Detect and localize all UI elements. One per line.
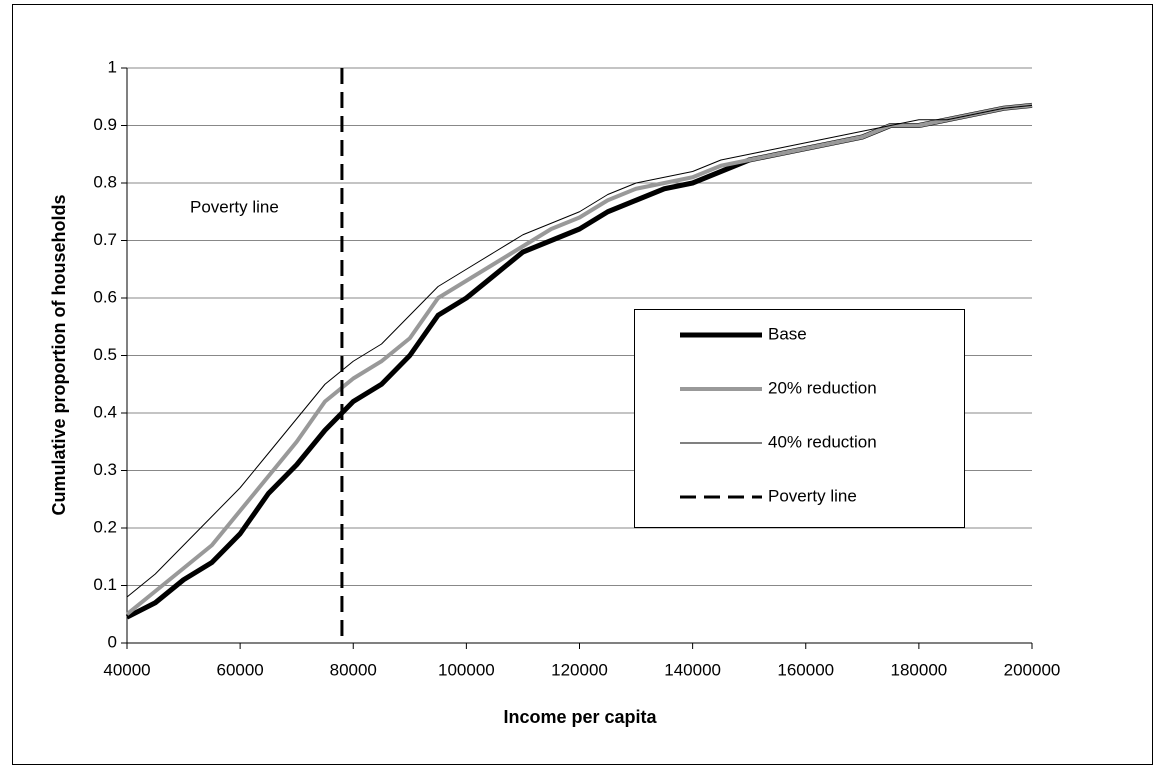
outer-frame: [12, 4, 1153, 765]
x-tick-label: 140000: [664, 660, 721, 679]
series-line: [126, 104, 1033, 598]
legend-label: 20% reduction: [768, 378, 877, 397]
x-tick-label: 60000: [216, 660, 263, 679]
y-tick-label: 0.4: [93, 402, 117, 421]
y-tick-label: 0.3: [93, 460, 117, 479]
x-tick-label: 160000: [777, 660, 834, 679]
x-tick-label: 200000: [1004, 660, 1061, 679]
x-tick-label: 180000: [891, 660, 948, 679]
y-tick-label: 0.2: [93, 517, 117, 536]
series-line: [125, 103, 1033, 616]
y-tick-label: 0.8: [93, 172, 117, 191]
x-tick-label: 40000: [103, 660, 150, 679]
legend-box: [634, 309, 965, 528]
annotation: Poverty line: [190, 197, 279, 216]
legend-label: Poverty line: [768, 486, 857, 505]
y-tick-label: 1: [108, 57, 117, 76]
legend-label: 40% reduction: [768, 432, 877, 451]
y-tick-label: 0.5: [93, 345, 117, 364]
x-axis-label: Income per capita: [503, 707, 657, 727]
y-tick-label: 0.9: [93, 115, 117, 134]
y-tick-label: 0.1: [93, 575, 117, 594]
y-tick-label: 0.6: [93, 287, 117, 306]
x-tick-label: 80000: [330, 660, 377, 679]
x-tick-label: 100000: [438, 660, 495, 679]
y-tick-label: 0: [108, 632, 117, 651]
x-tick-label: 120000: [551, 660, 608, 679]
y-tick-label: 0.7: [93, 230, 117, 249]
legend-label: Base: [768, 324, 807, 343]
y-axis-label: Cumulative proportion of households: [49, 195, 69, 516]
